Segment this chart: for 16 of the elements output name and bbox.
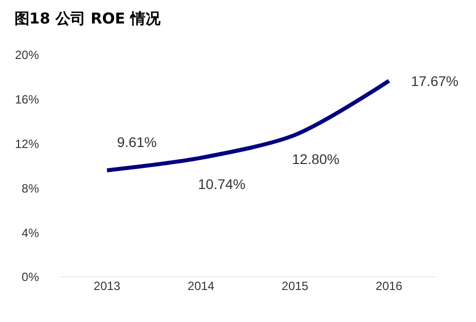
y-tick-label: 20% bbox=[14, 48, 40, 62]
x-tick-label: 2016 bbox=[376, 279, 403, 293]
data-label: 9.61% bbox=[117, 134, 157, 150]
y-tick-label: 8% bbox=[22, 181, 40, 196]
y-tick-label: 4% bbox=[22, 226, 40, 240]
x-tick-label: 2013 bbox=[94, 279, 121, 293]
chart-title: 图18 公司 ROE 情况 bbox=[14, 9, 162, 28]
line-series bbox=[105, 78, 391, 172]
data-label: 10.74% bbox=[198, 176, 246, 192]
data-label: 12.80% bbox=[292, 151, 340, 167]
x-tick-label: 2015 bbox=[282, 279, 309, 293]
x-tick-label: 2014 bbox=[188, 279, 215, 293]
data-label: 17.67% bbox=[411, 73, 458, 89]
y-tick-label: 16% bbox=[14, 92, 40, 107]
y-tick-label: 12% bbox=[14, 137, 40, 151]
y-tick-label: 0% bbox=[22, 270, 40, 284]
